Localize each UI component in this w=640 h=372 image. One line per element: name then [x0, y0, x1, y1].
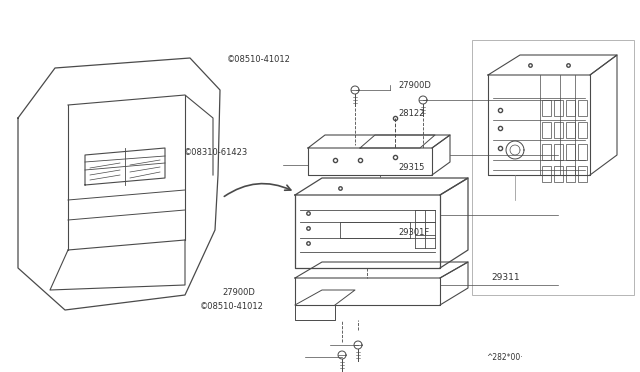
Bar [578, 122, 587, 138]
Text: ©08310-61423: ©08310-61423 [184, 148, 248, 157]
Bar [472, 40, 634, 295]
Bar [554, 122, 563, 138]
Text: ©08510-41012: ©08510-41012 [227, 55, 291, 64]
Bar [566, 122, 575, 138]
Bar [578, 100, 587, 116]
Bar [554, 166, 563, 182]
Text: ©08510-41012: ©08510-41012 [200, 302, 264, 311]
Text: 27900D: 27900D [398, 81, 431, 90]
Bar [566, 144, 575, 160]
Bar [578, 144, 587, 160]
Text: 28122: 28122 [398, 109, 424, 118]
Bar [578, 166, 587, 182]
Bar [566, 100, 575, 116]
Bar [554, 100, 563, 116]
Bar [542, 122, 551, 138]
Bar [554, 144, 563, 160]
Text: 27900D: 27900D [223, 288, 255, 296]
Bar [542, 166, 551, 182]
Bar [566, 166, 575, 182]
Bar [542, 144, 551, 160]
Text: 29311: 29311 [492, 273, 520, 282]
Bar [542, 100, 551, 116]
Text: 29315: 29315 [398, 163, 424, 172]
Text: 29301F: 29301F [398, 228, 429, 237]
Text: ^282*00·: ^282*00· [486, 353, 523, 362]
